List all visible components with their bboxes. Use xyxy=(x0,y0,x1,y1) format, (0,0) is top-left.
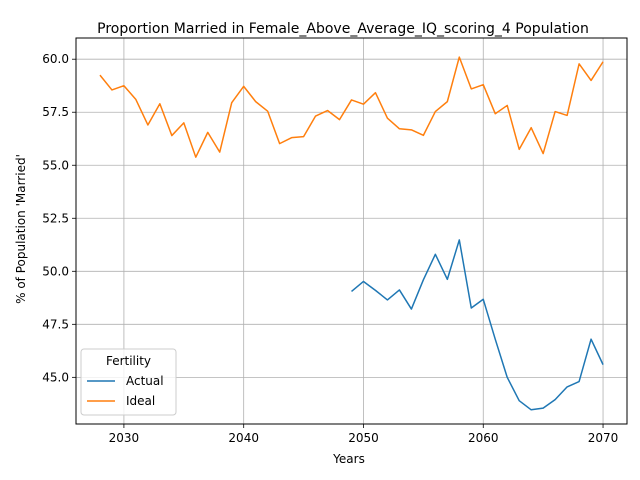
x-tick-label: 2050 xyxy=(348,431,379,445)
x-tick-label: 2030 xyxy=(109,431,140,445)
chart-title: Proportion Married in Female_Above_Avera… xyxy=(97,21,589,37)
y-tick-label: 52.5 xyxy=(42,211,69,225)
x-tick-label: 2060 xyxy=(468,431,499,445)
x-tick-label: 2040 xyxy=(228,431,259,445)
series-lines xyxy=(99,56,604,411)
x-tick-label: 2070 xyxy=(588,431,619,445)
y-tick-label: 50.0 xyxy=(42,264,69,278)
y-axis-ticks: 45.0 47.5 50.0 52.5 55.0 57.5 60.0 xyxy=(42,52,76,384)
y-tick-label: 60.0 xyxy=(42,52,69,66)
legend: Fertility Actual Ideal xyxy=(80,348,177,416)
legend-title: Fertility xyxy=(106,354,151,368)
y-tick-label: 55.0 xyxy=(42,158,69,172)
axes-frame xyxy=(75,37,628,425)
legend-box xyxy=(80,348,177,416)
y-tick-label: 45.0 xyxy=(42,370,69,384)
y-tick-label: 47.5 xyxy=(42,317,69,331)
legend-label-actual: Actual xyxy=(126,374,164,388)
series-line-actual xyxy=(351,239,604,411)
x-axis-ticks: 2030 2040 2050 2060 2070 xyxy=(109,424,619,445)
legend-label-ideal: Ideal xyxy=(126,394,155,408)
series-line-ideal xyxy=(99,56,604,158)
x-axis-label: Years xyxy=(332,452,365,466)
y-tick-label: 57.5 xyxy=(42,105,69,119)
y-axis-label: % of Population 'Married' xyxy=(14,154,28,304)
grid-lines xyxy=(76,38,627,424)
